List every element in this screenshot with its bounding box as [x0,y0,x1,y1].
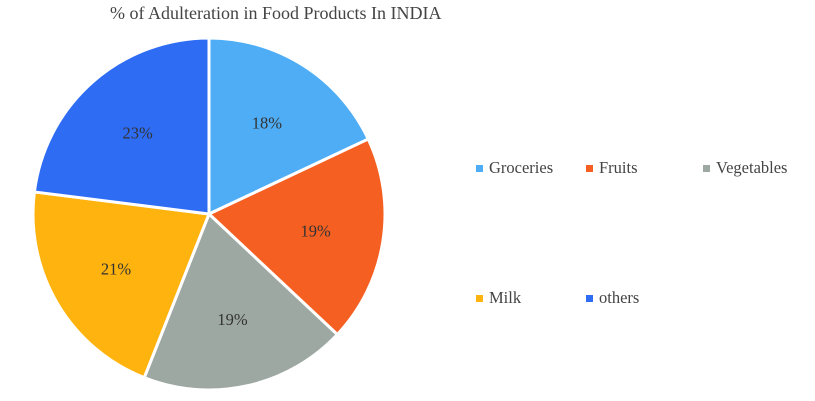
slice-label-vegetables: 19% [217,310,248,329]
slice-label-groceries: 18% [252,113,283,132]
legend-label: Fruits [599,158,638,177]
pie-slice-fruits [207,137,387,336]
pie-slice-milk [31,190,211,380]
legend-swatch [476,294,483,302]
legend-label: others [599,288,640,307]
pie-slice-groceries [207,36,370,216]
legend-item-others: others [586,288,639,308]
legend-swatch [586,294,593,302]
slice-label-others: 23% [122,123,153,142]
legend-swatch [586,164,593,172]
legend-item-groceries: Groceries [476,158,553,178]
legend-swatch [476,164,483,172]
legend-label: Groceries [489,158,554,177]
pie-slice-others [32,36,211,216]
legend-label: Vegetables [716,158,788,177]
legend-item-vegetables: Vegetables [703,158,787,178]
chart-title: % of Adulteration in Food Products In IN… [110,3,442,23]
legend-swatch [703,164,710,172]
legend-label: Milk [489,288,522,307]
slice-label-fruits: 19% [301,221,332,240]
legend-item-milk: Milk [476,288,521,308]
legend-item-fruits: Fruits [586,158,638,178]
slice-label-milk: 21% [101,259,132,278]
